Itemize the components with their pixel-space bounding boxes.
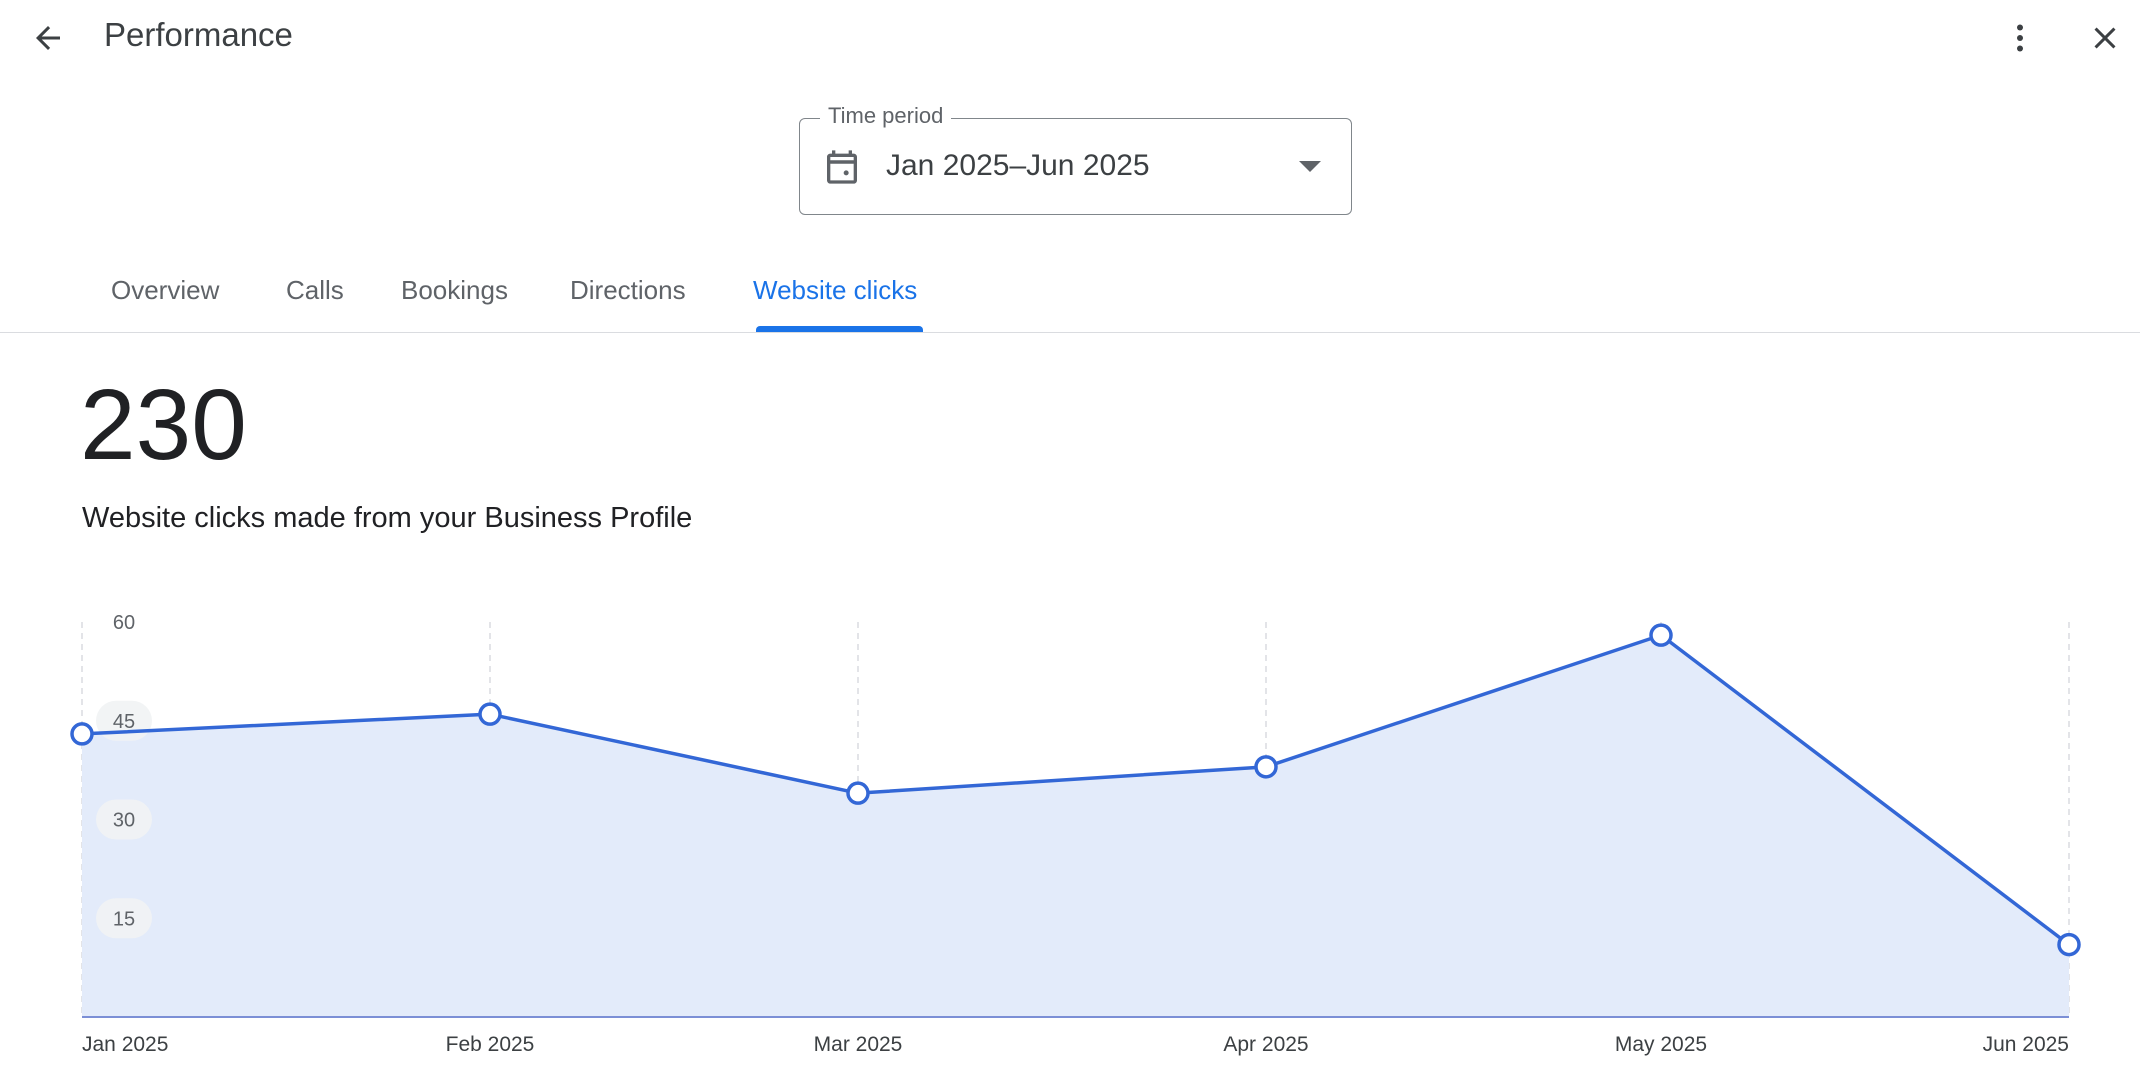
series-line	[81, 633, 2071, 946]
data-point	[2057, 932, 2081, 957]
y-tick-label: 30	[113, 810, 135, 832]
x-tick-label: Apr 2025	[1223, 1033, 1308, 1056]
chart-area	[82, 635, 2069, 1017]
more-vert-icon	[2017, 24, 2023, 52]
website-clicks-chart: 15 30 45 60 Jan 2025 Feb 2025 Mar 2025 Apr 2025…	[70, 612, 2081, 1056]
data-point	[70, 722, 94, 746]
time-period-label: Time period	[820, 103, 952, 129]
x-tick-label: May 2025	[1615, 1033, 1707, 1056]
x-tick-label: Mar 2025	[814, 1033, 903, 1056]
close-button[interactable]	[2075, 14, 2135, 62]
metric-description: Website clicks made from your Business P…	[82, 502, 693, 534]
top-bar: Performance	[0, 0, 2140, 74]
x-tick-label: Feb 2025	[446, 1033, 535, 1056]
tab-bookings[interactable]: Bookings	[401, 275, 508, 305]
arrow-back-icon	[36, 26, 60, 50]
time-period-select[interactable]: Jan 2025–Jun 2025	[799, 118, 1352, 215]
y-tick-pill	[96, 799, 152, 840]
calendar-icon	[827, 150, 857, 184]
tab-directions[interactable]: Directions	[570, 275, 686, 305]
tab-bar: Overview Calls Bookings Directions Websi…	[0, 250, 2140, 333]
metric-value: 230	[80, 369, 247, 481]
time-period-value: Jan 2025–Jun 2025	[886, 149, 1150, 182]
active-tab-indicator	[756, 326, 923, 332]
more-options-button[interactable]	[1990, 14, 2050, 62]
x-tick-label: Jan 2025	[82, 1033, 168, 1056]
page-title: Performance	[104, 16, 293, 53]
back-button[interactable]	[18, 14, 78, 62]
data-point	[1649, 623, 1673, 647]
tab-calls[interactable]: Calls	[286, 275, 344, 305]
y-tick-label: 45	[113, 711, 135, 733]
tab-overview[interactable]: Overview	[111, 275, 220, 305]
y-tick-label: 60	[113, 612, 135, 634]
data-point	[478, 702, 502, 726]
y-tick-pill	[96, 898, 152, 939]
dropdown-arrow-icon	[1299, 161, 1321, 172]
y-tick-label: 15	[113, 908, 135, 930]
x-tick-label: Jun 2025	[1983, 1033, 2069, 1056]
tab-website-clicks[interactable]: Website clicks	[753, 275, 918, 305]
data-point	[846, 781, 870, 805]
close-icon	[2094, 27, 2116, 49]
data-point	[1254, 755, 1278, 779]
